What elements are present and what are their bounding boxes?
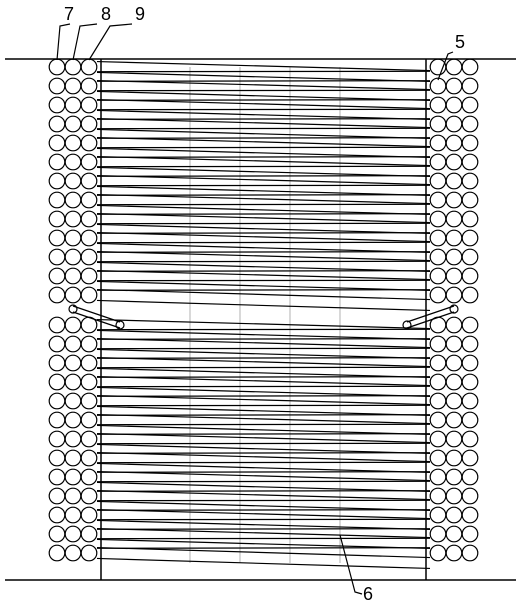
mid-connectors (69, 305, 458, 329)
leader-9 (89, 24, 132, 60)
coil-diagram: 7 8 9 5 6 (0, 0, 522, 606)
label-5: 5 (455, 32, 465, 52)
label-7: 7 (64, 4, 74, 24)
label-6: 6 (363, 584, 373, 604)
frame (5, 59, 516, 580)
zigzag-lines (97, 62, 430, 569)
leader-7 (57, 24, 70, 60)
label-9: 9 (135, 4, 145, 24)
leader-8 (73, 24, 97, 60)
leader-6 (340, 535, 362, 594)
label-8: 8 (101, 4, 111, 24)
